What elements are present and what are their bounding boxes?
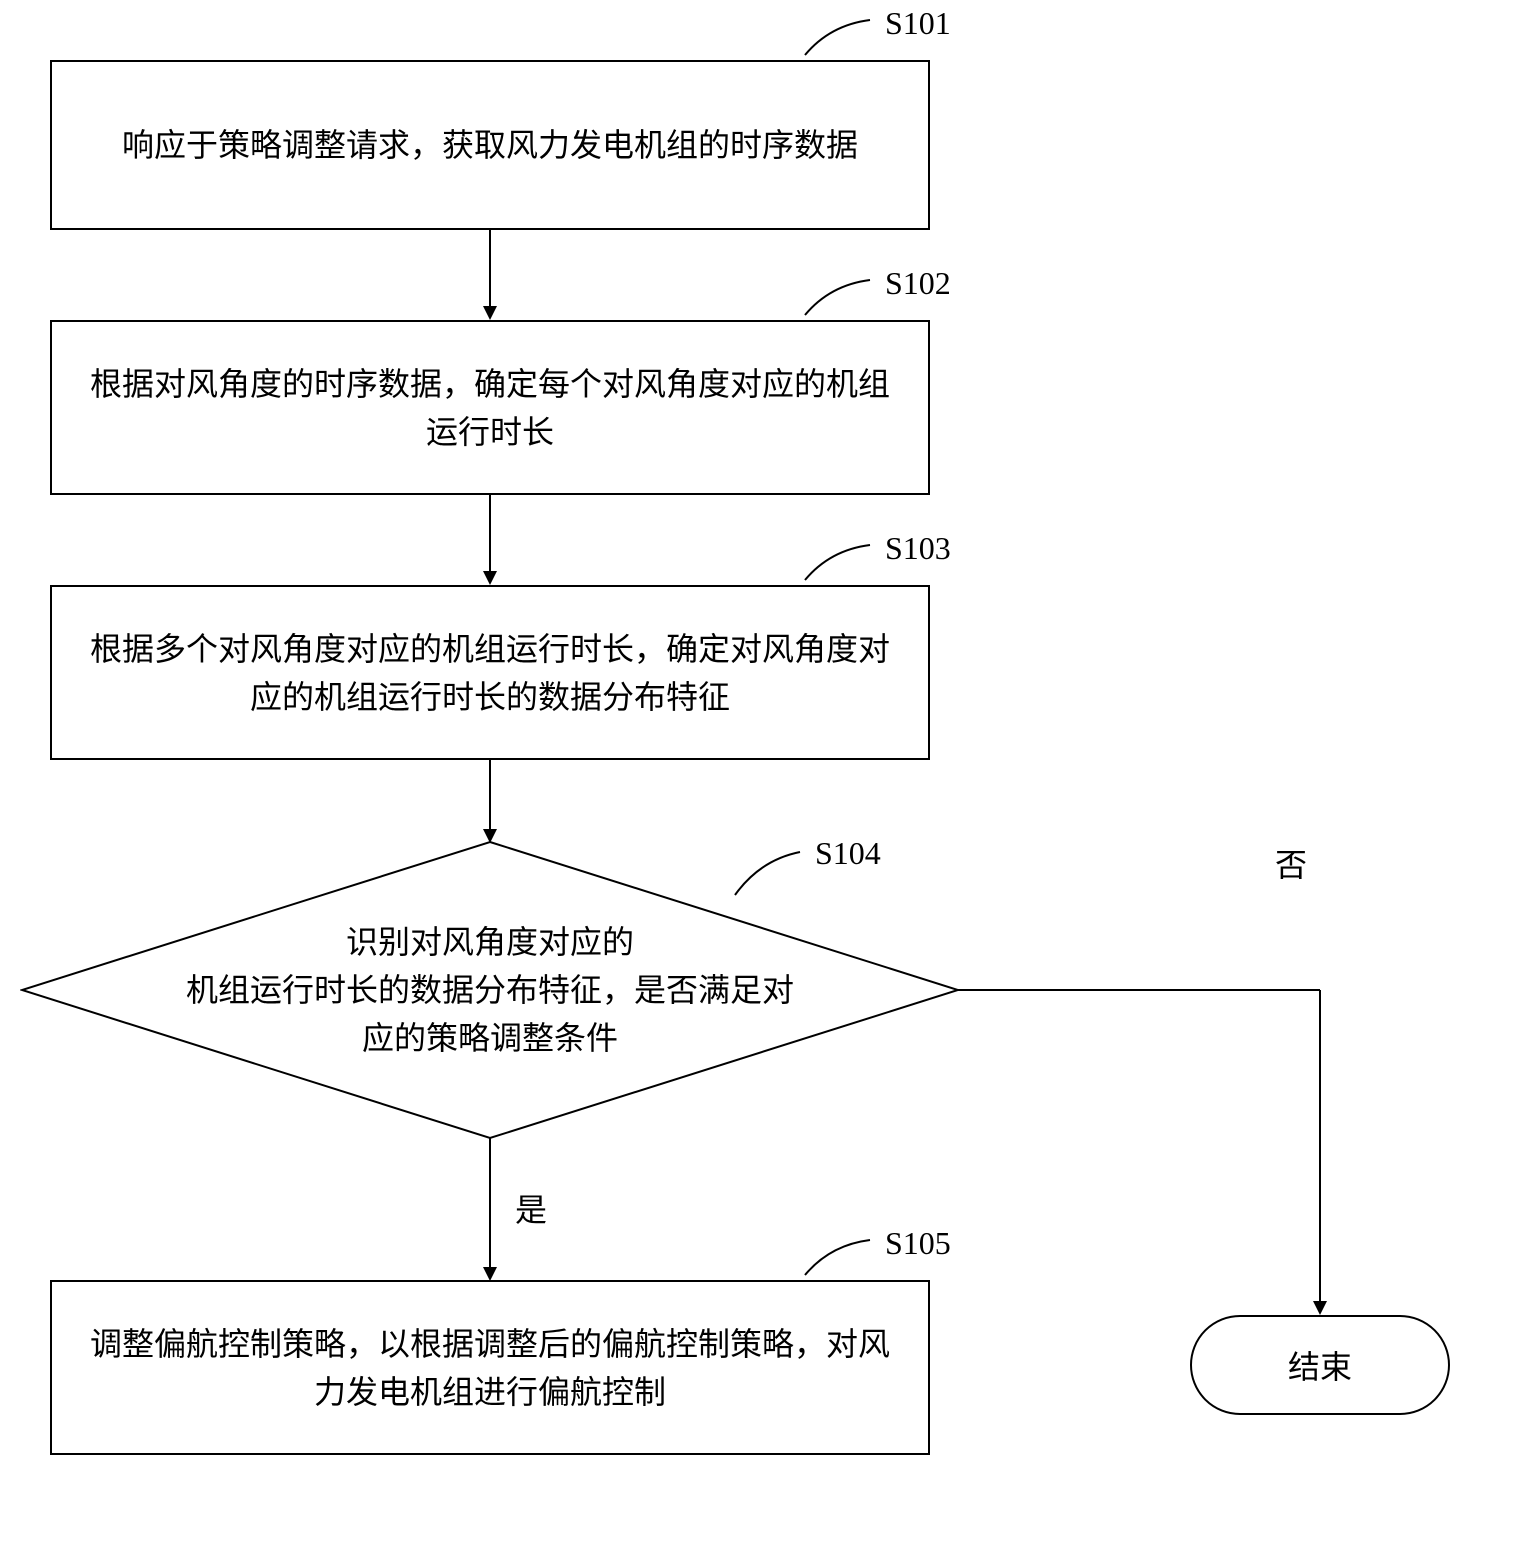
yes-label: 是 bbox=[515, 1185, 547, 1231]
decision-s104-line3: 应的策略调整条件 bbox=[362, 1020, 618, 1056]
flowchart-container: 响应于策略调整请求，获取风力发电机组的时序数据 S101 根据对风角度的时序数据… bbox=[0, 0, 1531, 1552]
terminator-end-text: 结束 bbox=[1288, 1342, 1352, 1388]
process-s102-text: 根据对风角度的时序数据，确定每个对风角度对应的机组运行时长 bbox=[82, 360, 898, 456]
process-s105: 调整偏航控制策略，以根据调整后的偏航控制策略，对风力发电机组进行偏航控制 bbox=[50, 1280, 930, 1455]
arrow-s101-s102 bbox=[480, 230, 500, 322]
process-s103: 根据多个对风角度对应的机组运行时长，确定对风角度对应的机组运行时长的数据分布特征 bbox=[50, 585, 930, 760]
callout-s105-label: S105 bbox=[885, 1225, 951, 1262]
arrow-s104-end bbox=[958, 980, 1338, 1320]
arrow-s103-s104 bbox=[480, 760, 500, 845]
no-label: 否 bbox=[1275, 840, 1307, 886]
decision-s104-line2: 机组运行时长的数据分布特征，是否满足对 bbox=[186, 972, 794, 1008]
arrow-s102-s103 bbox=[480, 495, 500, 587]
process-s101-text: 响应于策略调整请求，获取风力发电机组的时序数据 bbox=[122, 121, 858, 169]
process-s105-text: 调整偏航控制策略，以根据调整后的偏航控制策略，对风力发电机组进行偏航控制 bbox=[82, 1320, 898, 1416]
callout-s103-label: S103 bbox=[885, 530, 951, 567]
callout-s104-label: S104 bbox=[815, 835, 881, 872]
callout-s102-label: S102 bbox=[885, 265, 951, 302]
arrow-s104-s105 bbox=[480, 1138, 500, 1283]
terminator-end: 结束 bbox=[1190, 1315, 1450, 1415]
decision-s104-line1: 识别对风角度对应的 bbox=[346, 924, 634, 960]
callout-s101-label: S101 bbox=[885, 5, 951, 42]
process-s102: 根据对风角度的时序数据，确定每个对风角度对应的机组运行时长 bbox=[50, 320, 930, 495]
process-s101: 响应于策略调整请求，获取风力发电机组的时序数据 bbox=[50, 60, 930, 230]
decision-s104-text: 识别对风角度对应的 机组运行时长的数据分布特征，是否满足对 应的策略调整条件 bbox=[186, 918, 794, 1062]
process-s103-text: 根据多个对风角度对应的机组运行时长，确定对风角度对应的机组运行时长的数据分布特征 bbox=[82, 625, 898, 721]
